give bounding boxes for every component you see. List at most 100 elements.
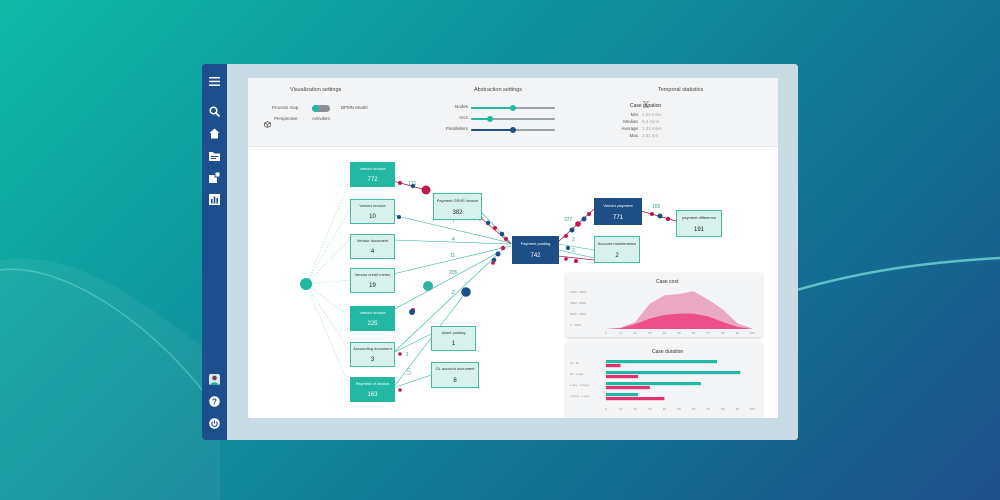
activity-node[interactable]: Payment GR/IR invoice 382 xyxy=(433,193,482,220)
y-tick-label: 6000 - 9000 xyxy=(570,312,587,316)
activity-node[interactable]: GL account document 8 xyxy=(431,362,479,388)
activity-node[interactable]: Accounting document 3 xyxy=(350,342,395,367)
search-icon[interactable] xyxy=(207,104,222,119)
x-tick-label: 50 xyxy=(677,331,681,335)
parallelism-slider-knob[interactable] xyxy=(510,127,516,133)
parallelism-slider-fill xyxy=(471,129,513,131)
stat-label: Median xyxy=(623,119,638,124)
stat-label: Average xyxy=(621,126,638,131)
nodes-slider[interactable] xyxy=(471,105,555,111)
edge-label: 2 xyxy=(452,290,455,296)
home-icon[interactable] xyxy=(207,126,222,141)
case-cost-title: Case cost xyxy=(656,279,679,285)
edge-label: 155 xyxy=(652,204,661,210)
x-tick-label: 70 xyxy=(707,407,711,411)
node-label: Accounting document xyxy=(353,346,392,351)
activity-node[interactable]: Account maintenance 2 xyxy=(594,236,640,263)
menu-icon[interactable] xyxy=(207,74,222,89)
nodes-label: Nodes xyxy=(454,104,468,109)
edge-label: 377 xyxy=(564,217,573,223)
stat-value: 2.81 yrs xyxy=(642,133,659,138)
node-label: Vendor payment xyxy=(603,202,633,208)
activity-node[interactable]: Payment of invoice 163 xyxy=(350,377,395,402)
x-tick-label: 30 xyxy=(648,331,652,335)
node-count: 225 xyxy=(367,321,378,327)
x-tick-label: 90 xyxy=(736,407,740,411)
node-count: 163 xyxy=(367,392,378,398)
case-duration-bar xyxy=(606,382,701,386)
node-label: Vendor invoice xyxy=(359,310,386,315)
nodes-slider-knob[interactable] xyxy=(510,105,516,111)
node-label: Vendor credit memo xyxy=(354,272,391,277)
node-count: 772 xyxy=(367,177,378,183)
view-toggle[interactable] xyxy=(312,105,330,112)
user-avatar-icon[interactable] xyxy=(207,372,222,387)
edge-label: 7 xyxy=(452,219,455,225)
activity-node[interactable]: payment difference 191 xyxy=(676,210,722,237)
temporal-statistics-title: Temporal statistics xyxy=(658,87,704,93)
main-panel: Visualization settings Process map BPMN … xyxy=(248,78,778,418)
node-count: 10 xyxy=(369,214,376,220)
x-tick-label: 0 xyxy=(605,331,607,335)
node-count: 191 xyxy=(693,226,704,233)
activity-node[interactable]: Payment posting 742 xyxy=(512,236,559,264)
hourglass-icon xyxy=(642,95,650,113)
case-duration-chart: 0 10 20 30 40 50 60 70 80 90 100 xyxy=(605,360,755,411)
cube-icon xyxy=(264,115,271,133)
activity-node[interactable]: Vendor invoice 10 xyxy=(350,199,395,224)
node-count: 19 xyxy=(369,283,376,289)
edge-label: 171 xyxy=(408,181,417,187)
activity-node[interactable]: Vendor invoice 772 xyxy=(350,162,395,187)
arcs-slider[interactable] xyxy=(471,116,555,122)
case-duration-bar xyxy=(606,386,650,390)
x-tick-label: 20 xyxy=(634,407,638,411)
case-duration-bar xyxy=(606,364,621,368)
view-toggle-knob xyxy=(312,105,319,112)
sidebar: ? xyxy=(202,64,227,440)
case-duration-bar xyxy=(606,393,639,397)
activity-node[interactable]: Vendor payment 771 xyxy=(594,198,642,225)
stat-value: 5.4 mins xyxy=(642,119,660,124)
visualization-settings-title: Visualization settings xyxy=(290,87,342,93)
folder-icon[interactable] xyxy=(207,148,222,163)
x-tick-label: 80 xyxy=(721,331,725,335)
perspective-value[interactable]: Activities xyxy=(312,116,330,121)
case-duration-card: Case duration 0s - 2h 2h - 1 day 1 day -… xyxy=(566,342,762,418)
node-label: Vendor invoice xyxy=(359,166,386,171)
edge-label: 1 xyxy=(406,352,409,358)
y-tick-label: 0s - 2h xyxy=(570,361,580,365)
arcs-slider-knob[interactable] xyxy=(487,116,493,122)
node-label: Account maintenance xyxy=(597,240,637,246)
x-tick-label: 70 xyxy=(707,331,711,335)
node-count: 8 xyxy=(453,377,457,384)
case-cost-area-1 xyxy=(606,313,752,329)
y-tick-label: 3000 - 6000 xyxy=(570,301,587,305)
activity-node[interactable]: Vendor invoice 225 xyxy=(350,306,395,331)
x-tick-label: 50 xyxy=(677,407,681,411)
activity-node[interactable]: Vendor credit memo 19 xyxy=(350,268,395,293)
help-icon[interactable]: ? xyxy=(207,394,222,409)
abstraction-settings-title: Abstraction settings xyxy=(474,87,522,93)
edge-label: 4 xyxy=(452,237,455,243)
power-icon[interactable] xyxy=(207,416,222,431)
edge-label: 2 xyxy=(572,248,575,254)
app-window: ? Visualization settings Process map BPM… xyxy=(202,64,798,440)
chart-icon[interactable] xyxy=(207,192,222,207)
parallelism-slider[interactable] xyxy=(471,127,555,133)
arcs-label: Arcs xyxy=(459,115,468,120)
share-icon[interactable] xyxy=(207,170,222,185)
parallelism-label: Parallelism xyxy=(445,126,468,131)
start-event[interactable] xyxy=(300,278,312,290)
node-label: Payment of invoice xyxy=(355,381,390,386)
node-label: Payment posting xyxy=(520,240,551,246)
x-tick-label: 10 xyxy=(619,331,623,335)
x-tick-label: 60 xyxy=(692,331,696,335)
activity-node[interactable]: Vendor document 4 xyxy=(350,234,395,259)
node-count: 1 xyxy=(451,341,456,347)
settings-bar: Visualization settings Process map BPMN … xyxy=(248,78,778,147)
activity-node[interactable]: Asset posting 1 xyxy=(431,326,476,351)
x-tick-label: 100 xyxy=(749,407,754,411)
x-tick-label: 0 xyxy=(605,407,607,411)
case-cost-card: Case cost 1200 - 3000 3000 - 6000 6000 -… xyxy=(566,273,762,337)
node-label: Asset posting xyxy=(441,330,466,335)
